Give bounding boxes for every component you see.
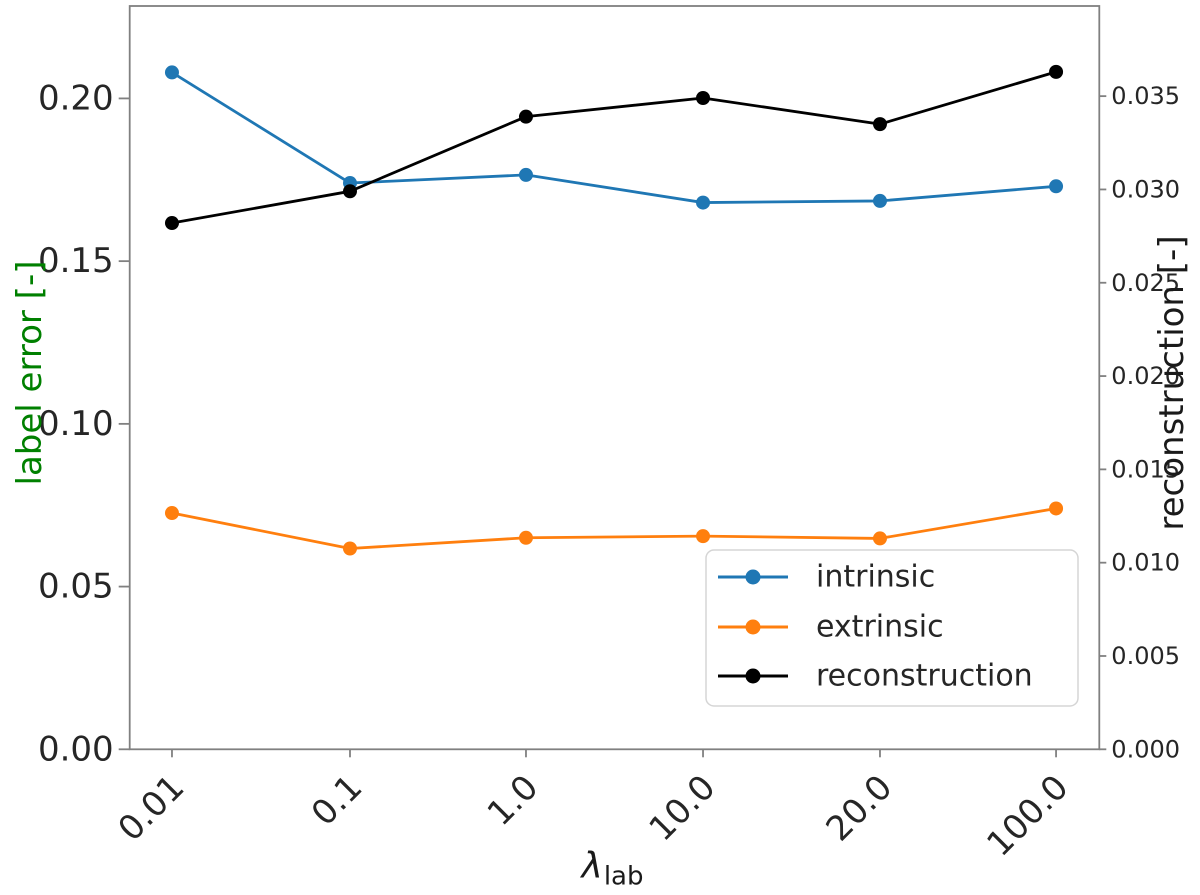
data-point-intrinsic: [696, 195, 711, 210]
data-point-intrinsic: [518, 167, 533, 182]
right-tick-label: 0.035: [1111, 82, 1180, 110]
data-point-extrinsic: [518, 530, 533, 545]
data-point-intrinsic: [164, 65, 179, 80]
data-point-reconstruction: [872, 117, 887, 132]
x-axis-label-subscript: lab: [603, 861, 644, 892]
legend-label-intrinsic: intrinsic: [816, 560, 935, 595]
right-tick-label: 0.020: [1111, 362, 1180, 390]
right-tick-label: 0.015: [1111, 455, 1180, 483]
left-tick-label: 0.20: [38, 78, 114, 118]
series-line-extrinsic: [171, 507, 1057, 550]
left-tick-label: 0.10: [38, 404, 114, 444]
data-point-reconstruction: [342, 184, 357, 199]
right-y-axis-label: reconstruction [-]: [1152, 235, 1192, 531]
data-point-reconstruction: [164, 216, 179, 231]
x-tick-label: 0.01: [111, 767, 193, 849]
data-point-reconstruction: [696, 91, 711, 106]
series-line-intrinsic: [171, 71, 1057, 204]
x-axis-label: λlab: [581, 845, 644, 892]
right-tick-label: 0.010: [1111, 549, 1180, 577]
right-tick-label: 0.025: [1111, 269, 1180, 297]
legend-marker-reconstruction: [745, 668, 761, 684]
right-tick-label: 0.000: [1111, 735, 1180, 763]
data-point-reconstruction: [518, 109, 533, 124]
data-point-reconstruction: [1049, 64, 1064, 79]
data-point-extrinsic: [696, 529, 711, 544]
x-tick-label: 20.0: [819, 767, 901, 849]
data-point-extrinsic: [872, 531, 887, 546]
plot-frame: [128, 5, 1101, 751]
left-tick-label: 0.05: [38, 567, 114, 607]
x-tick-label: 10.0: [642, 767, 724, 849]
series-line-reconstruction: [171, 70, 1057, 225]
legend-box: [705, 549, 1079, 707]
legend-marker-intrinsic: [745, 569, 761, 585]
x-tick-label: 1.0: [480, 767, 547, 834]
legend-label-extrinsic: extrinsic: [816, 610, 944, 645]
right-tick-label: 0.030: [1111, 175, 1180, 203]
legend-marker-extrinsic: [745, 619, 761, 635]
right-tick-label: 0.005: [1111, 642, 1180, 670]
left-y-axis-label: label error [-]: [10, 260, 50, 486]
x-axis-label-symbol: λ: [581, 845, 603, 887]
data-point-intrinsic: [1049, 179, 1064, 194]
legend-label-reconstruction: reconstruction: [816, 659, 1033, 694]
data-point-intrinsic: [872, 193, 887, 208]
left-tick-label: 0.00: [38, 729, 114, 769]
x-tick-label: 0.1: [304, 767, 371, 834]
data-point-extrinsic: [342, 541, 357, 556]
data-point-extrinsic: [1049, 501, 1064, 516]
data-point-extrinsic: [164, 506, 179, 521]
x-tick-label: 100.0: [979, 767, 1076, 864]
left-tick-label: 0.15: [38, 241, 114, 281]
